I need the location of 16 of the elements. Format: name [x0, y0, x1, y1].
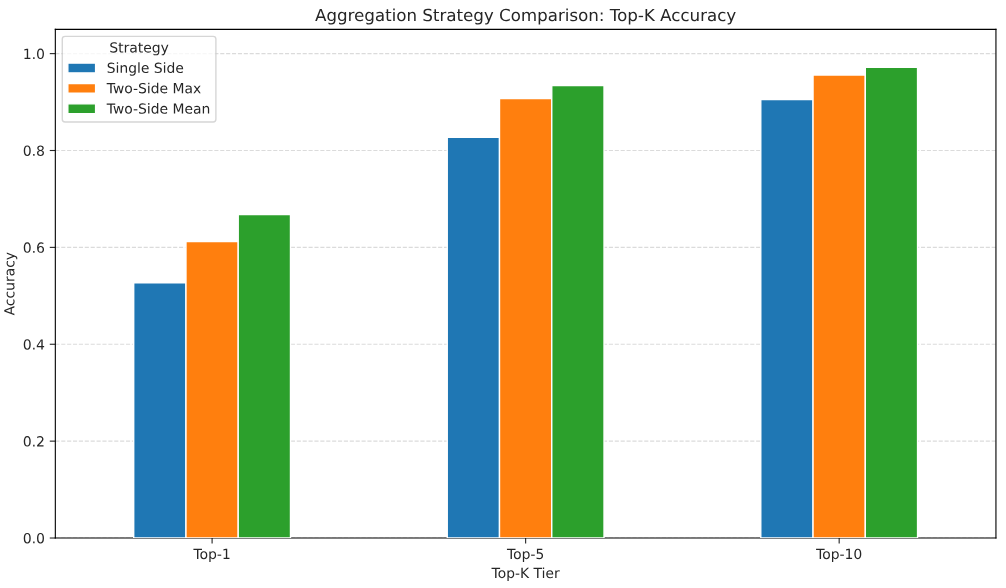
y-tick-label: 0.6	[23, 242, 45, 253]
legend-label: Single Side	[107, 62, 184, 76]
y-tick-label: 0.8	[23, 145, 44, 156]
x-tick-label: Top-5	[506, 548, 544, 562]
chart-title: Aggregation Strategy Comparison: Top-K Accuracy	[315, 8, 736, 25]
legend-label: Two-Side Max	[106, 82, 201, 94]
y-tick-label: 1.0	[24, 48, 44, 60]
x-axis-title: Top-K Tier	[491, 567, 560, 581]
y-tick-label: 0.4	[23, 339, 45, 350]
y-axis-title: Accuracy	[4, 252, 18, 316]
legend-title: Strategy	[110, 42, 169, 56]
y-tick-label: 0.2	[23, 436, 44, 447]
y-tick-label: 0.0	[23, 532, 44, 544]
x-tick-label: Top-10	[816, 548, 862, 562]
legend-label: Two-Side Mean	[106, 103, 210, 114]
x-tick-label: Top-1	[193, 548, 230, 562]
